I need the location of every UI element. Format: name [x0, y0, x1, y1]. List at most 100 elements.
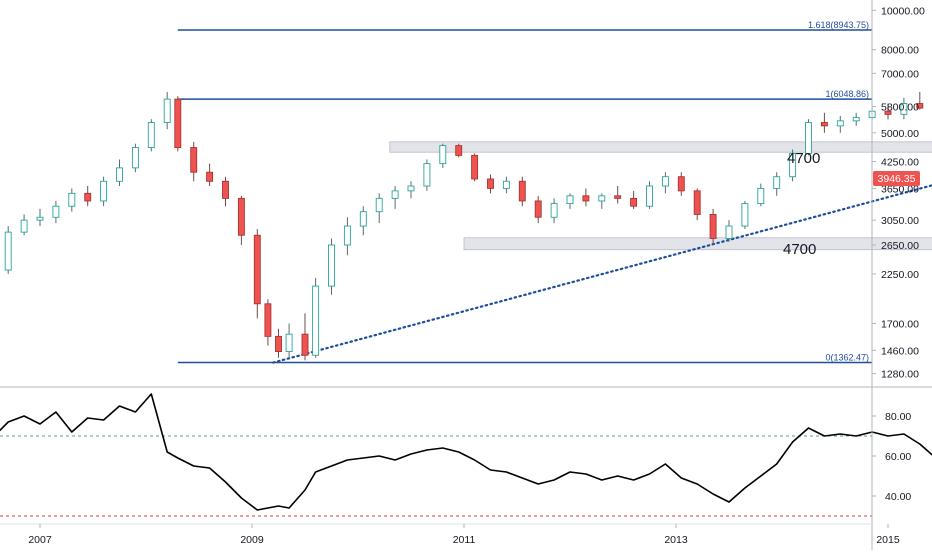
candle-body	[757, 187, 765, 205]
candle-body	[709, 213, 717, 239]
candle-body	[582, 195, 590, 202]
candle-body	[534, 200, 542, 218]
candle-body	[566, 195, 574, 205]
support-resistance-zone	[389, 141, 932, 153]
candle-body	[693, 190, 701, 215]
candle-down	[301, 313, 309, 361]
candle-body	[312, 285, 320, 356]
candle-body	[328, 244, 335, 287]
time-tick-label: 2009	[240, 534, 264, 546]
candle-up	[359, 206, 367, 236]
candle-up	[741, 200, 749, 230]
candle-up	[4, 226, 12, 274]
candle-down	[84, 186, 92, 207]
candle-body	[852, 117, 860, 122]
candle-body	[285, 333, 293, 353]
candle-body	[423, 163, 431, 187]
candle-body	[471, 154, 479, 180]
candle-down	[471, 153, 479, 182]
candle-up	[68, 188, 76, 212]
candle-up	[439, 143, 447, 168]
price-tick-label: 4250.00	[881, 157, 919, 169]
candle-up	[598, 193, 606, 209]
time-tick-label: 2013	[664, 534, 688, 546]
candle-down	[275, 328, 282, 358]
support-resistance-zone	[463, 237, 932, 251]
candle-body	[116, 167, 123, 182]
candle-up	[312, 277, 320, 358]
current-price-tag-bg	[873, 171, 920, 186]
zone-label-lower: 4700	[783, 241, 816, 258]
candle-down	[582, 188, 590, 207]
candle-body	[375, 197, 383, 213]
price-tick-label: 5800.00	[881, 102, 919, 114]
candle-up	[757, 183, 765, 207]
candle-body	[84, 192, 92, 202]
candle-up	[391, 186, 399, 209]
candle-up	[900, 97, 908, 120]
candle-body	[407, 185, 415, 192]
candle-body	[36, 216, 44, 221]
price-tick-label: 7000.00	[881, 68, 919, 80]
candle-body	[773, 176, 781, 189]
candle-body	[174, 98, 182, 148]
candle-up	[725, 220, 733, 242]
candle-body	[52, 205, 60, 218]
candle-body	[487, 178, 494, 189]
candle-body	[391, 190, 399, 199]
rsi-pane	[0, 393, 932, 517]
candle-up	[131, 143, 139, 173]
time-tick-label: 2011	[453, 534, 476, 546]
time-tick-label: 2007	[28, 534, 52, 546]
candle-down	[174, 96, 182, 152]
price-tick-label: 1460.00	[881, 345, 919, 357]
candle-up	[566, 193, 574, 209]
candle-body	[836, 120, 844, 127]
price-pane: 1.618(8943.75) 1(6048.86) 0(1362.47)	[4, 20, 932, 364]
candle-down	[264, 299, 272, 346]
candle-up	[20, 214, 28, 236]
candle-body	[661, 176, 669, 187]
candle-down	[455, 143, 463, 158]
candle-up	[407, 181, 415, 199]
candle-body	[598, 195, 606, 202]
candle-body	[275, 335, 282, 353]
current-price-label: 3946.35	[878, 173, 916, 185]
candle-down	[630, 190, 638, 209]
fib-level-label: 1.618(8943.75)	[808, 20, 869, 30]
candle-body	[343, 225, 351, 246]
candle-up	[646, 181, 653, 209]
candle-down	[534, 195, 542, 224]
rsi-tick-label: 40.00	[885, 491, 911, 503]
candle-body	[677, 176, 685, 192]
candle-down	[518, 176, 526, 207]
candle-down	[487, 174, 494, 194]
candle-body	[518, 180, 526, 202]
candle-up	[550, 198, 558, 224]
candle-up	[836, 115, 844, 133]
candle-body	[630, 197, 638, 207]
candle-up	[52, 200, 60, 224]
candle-body	[20, 219, 28, 233]
candle-body	[550, 203, 558, 218]
candle-down	[614, 186, 622, 204]
candle-up	[328, 238, 335, 295]
candle-body	[614, 195, 622, 199]
candle-up	[36, 208, 44, 227]
candle-body	[190, 147, 198, 173]
candle-body	[301, 333, 309, 356]
candle-body	[725, 225, 733, 239]
rsi-tick-label: 80.00	[885, 411, 911, 423]
price-tick-label: 1700.00	[881, 318, 919, 330]
candle-down	[916, 91, 924, 110]
fib-level-label: 1(6048.86)	[825, 89, 869, 99]
candle-body	[359, 211, 367, 227]
candle-up	[773, 172, 781, 196]
candle-down	[206, 163, 214, 187]
candle-body	[253, 234, 261, 305]
candle-down	[677, 172, 685, 196]
time-tick-label: 2015	[876, 534, 900, 546]
candle-up	[116, 159, 123, 187]
